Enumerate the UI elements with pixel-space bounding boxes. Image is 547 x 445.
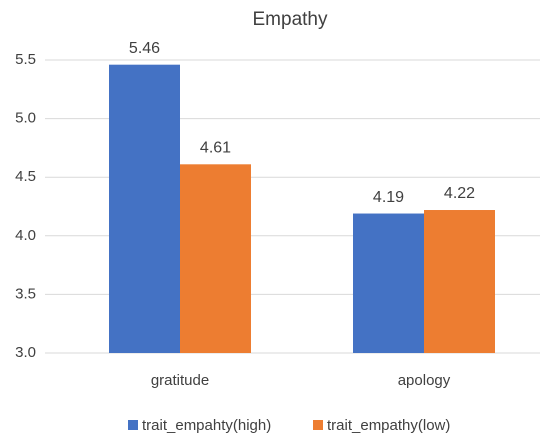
chart-title: Empathy [253, 9, 328, 30]
data-label: 5.46 [129, 40, 160, 57]
x-tick-label: gratitude [151, 372, 209, 389]
y-tick-label: 3.5 [15, 285, 36, 302]
data-label: 4.19 [373, 189, 404, 206]
y-tick-label: 4.5 [15, 168, 36, 185]
data-label: 4.61 [200, 140, 231, 157]
y-tick-label: 5.5 [15, 51, 36, 68]
bar [424, 210, 495, 353]
y-tick-label: 4.0 [15, 227, 36, 244]
legend-swatch [313, 420, 323, 430]
data-label: 4.22 [444, 185, 475, 202]
y-tick-label: 5.0 [15, 110, 36, 127]
legend-label: trait_empathy(low) [327, 417, 450, 434]
bar [109, 64, 180, 354]
legend-swatch [128, 420, 138, 430]
x-tick-label: apology [398, 372, 451, 389]
y-tick-label: 3.0 [15, 344, 36, 361]
bar [180, 164, 251, 353]
legend-label: trait_empahty(high) [142, 417, 271, 434]
bar [353, 213, 424, 353]
